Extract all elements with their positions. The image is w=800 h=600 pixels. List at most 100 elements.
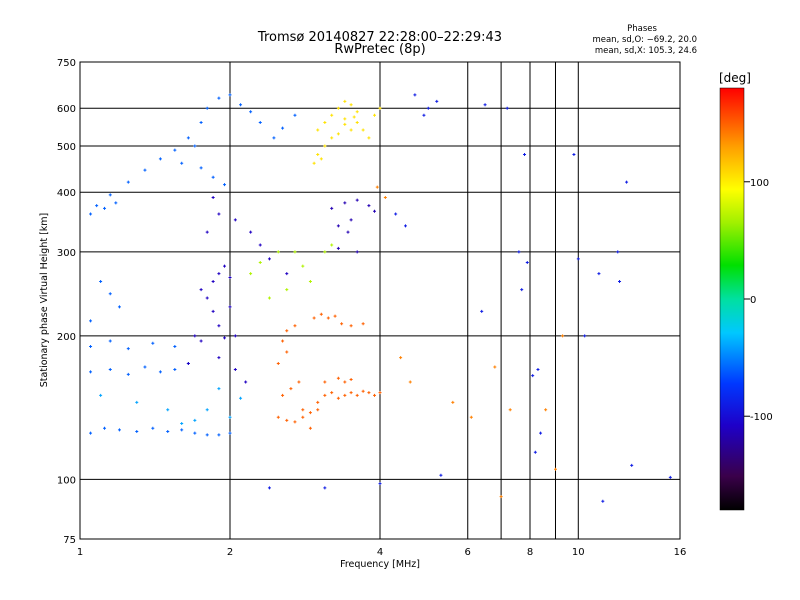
data-point	[211, 309, 215, 313]
data-point	[422, 113, 426, 117]
data-point	[520, 288, 524, 292]
data-point	[151, 426, 155, 430]
data-point	[126, 347, 130, 351]
data-point	[301, 415, 305, 419]
data-point	[166, 430, 170, 434]
data-point	[539, 431, 543, 435]
data-point	[211, 279, 215, 283]
data-point	[267, 486, 271, 490]
data-point	[361, 128, 365, 132]
data-point	[135, 430, 139, 434]
data-point	[373, 113, 377, 117]
data-point	[205, 408, 209, 412]
data-point	[233, 367, 237, 371]
data-point	[180, 428, 184, 432]
data-point	[413, 93, 417, 97]
data-point	[330, 391, 334, 395]
data-point	[375, 185, 379, 189]
data-point	[361, 322, 365, 326]
data-point	[544, 408, 548, 412]
data-point	[108, 339, 112, 343]
data-point	[561, 334, 565, 338]
data-point	[281, 393, 285, 397]
data-point	[373, 209, 377, 213]
data-point	[343, 99, 347, 103]
data-point	[336, 106, 340, 110]
data-point	[281, 339, 285, 343]
data-point	[330, 113, 334, 117]
data-point	[576, 257, 580, 261]
data-point	[205, 230, 209, 234]
data-point	[114, 201, 118, 205]
data-point	[323, 144, 327, 148]
data-point	[349, 128, 353, 132]
data-point	[336, 246, 340, 250]
data-point	[143, 365, 147, 369]
data-point	[336, 376, 340, 380]
data-point	[367, 391, 371, 395]
data-point	[553, 467, 557, 471]
data-point	[117, 428, 121, 432]
data-point	[536, 367, 540, 371]
data-point	[625, 180, 629, 184]
data-point	[244, 380, 248, 384]
colorbar-tick-label: 0	[750, 295, 756, 306]
data-point	[239, 396, 243, 400]
data-point	[217, 433, 221, 437]
data-point	[103, 426, 107, 430]
data-point	[158, 157, 162, 161]
data-point	[285, 272, 289, 276]
data-point	[293, 113, 297, 117]
data-point	[367, 204, 371, 208]
data-point	[217, 387, 221, 391]
data-point	[89, 344, 93, 348]
data-point	[378, 106, 382, 110]
data-point	[180, 161, 184, 165]
data-point	[239, 103, 243, 107]
colorbar-label: [deg]	[719, 71, 751, 85]
x-tick-label: 10	[572, 547, 585, 558]
data-point	[323, 380, 327, 384]
data-points	[89, 93, 672, 503]
data-point	[217, 324, 221, 328]
data-point	[217, 212, 221, 216]
data-point	[343, 201, 347, 205]
data-point	[228, 276, 232, 280]
data-point	[361, 389, 365, 393]
data-point	[435, 99, 439, 103]
data-point	[199, 288, 203, 292]
chart-title: Tromsø 20140827 22:28:00–22:29:43	[257, 30, 502, 45]
data-point	[668, 475, 672, 479]
data-point	[349, 103, 353, 107]
data-point	[285, 418, 289, 422]
data-point	[186, 136, 190, 140]
y-tick-label: 300	[57, 248, 76, 259]
data-point	[89, 370, 93, 374]
data-point	[323, 250, 327, 254]
data-point	[205, 106, 209, 110]
y-tick-label: 750	[57, 58, 76, 69]
data-point	[267, 296, 271, 300]
x-tick-label: 4	[377, 547, 383, 558]
y-axis-label: Stationary phase Virtual Height [km]	[39, 213, 50, 387]
data-point	[349, 218, 353, 222]
data-point	[135, 400, 139, 404]
data-point	[126, 180, 130, 184]
data-point	[508, 408, 512, 412]
data-point	[336, 132, 340, 136]
data-point	[426, 106, 430, 110]
data-point	[523, 152, 527, 156]
data-point	[233, 218, 237, 222]
data-point	[336, 224, 340, 228]
data-point	[217, 96, 221, 100]
data-point	[276, 250, 280, 254]
data-point	[378, 482, 382, 486]
data-point	[276, 361, 280, 365]
data-point	[346, 230, 350, 234]
data-point	[293, 324, 297, 328]
data-point	[601, 499, 605, 503]
data-point	[173, 148, 177, 152]
data-point	[158, 370, 162, 374]
data-point	[99, 393, 103, 397]
